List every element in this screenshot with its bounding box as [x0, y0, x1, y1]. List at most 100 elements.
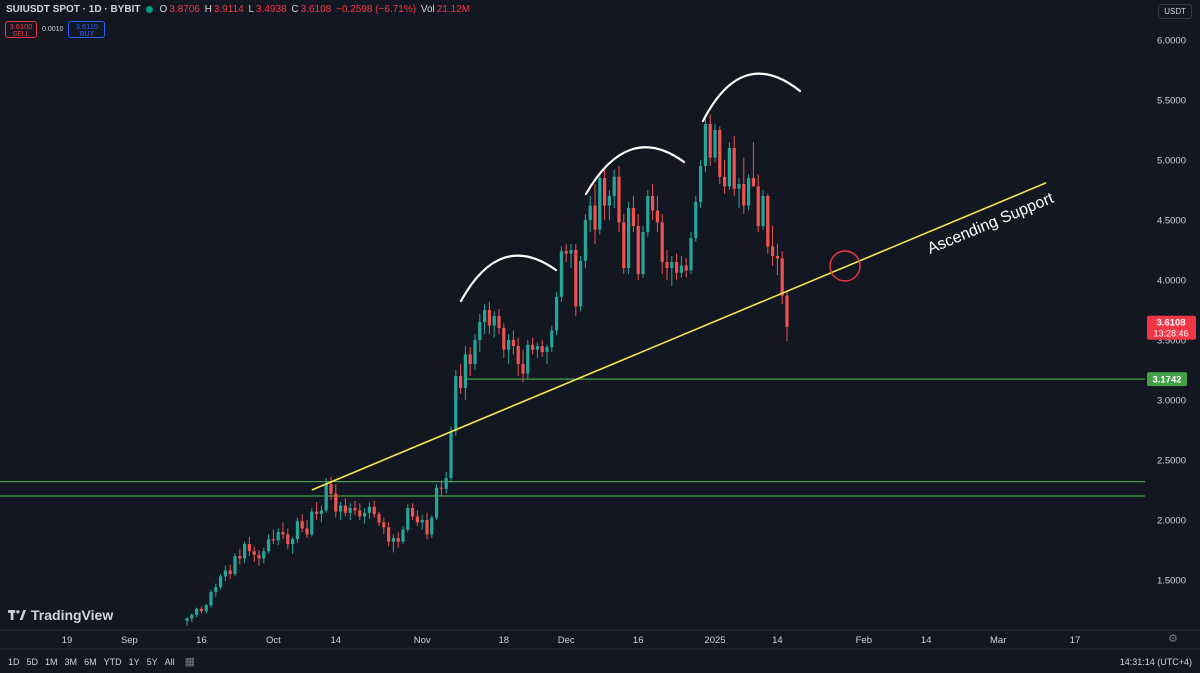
candle-body	[617, 176, 621, 223]
timeframe-5y[interactable]: 5Y	[146, 656, 158, 667]
candle-body	[396, 538, 400, 542]
candle-body	[579, 260, 583, 307]
candle-body	[300, 521, 304, 529]
change-value: −0.2598 (−6.71%)	[336, 4, 417, 15]
candle-body	[281, 532, 285, 535]
sell-button[interactable]: 3.6100 SELL	[5, 21, 37, 38]
x-tick-label: 14	[331, 635, 342, 646]
candle-body	[483, 310, 487, 322]
candle-body	[291, 539, 295, 544]
x-tick-label: Mar	[990, 635, 1006, 646]
candle-body	[713, 130, 717, 158]
timeframe-3m[interactable]: 3M	[64, 656, 78, 667]
candle-body	[603, 178, 607, 206]
timeframe-1m[interactable]: 1M	[45, 656, 58, 667]
timeframe-bar: 1D 5D 1M 3M 6M YTD 1Y 5Y All	[8, 657, 175, 667]
candle-body	[583, 220, 587, 261]
candle-body	[775, 256, 779, 259]
candle-body	[559, 251, 563, 297]
candle-body	[473, 340, 477, 364]
last-price-tag	[1147, 315, 1196, 340]
candle-body	[209, 592, 213, 606]
ascending-support-line	[311, 182, 1047, 491]
y-tick-label: 5.5000	[1157, 96, 1186, 107]
candle-body	[478, 322, 482, 340]
candle-body	[646, 196, 650, 232]
x-tick-label: 14	[921, 635, 932, 646]
buy-label: BUY	[79, 31, 95, 38]
spread-value: 0.0010	[42, 26, 64, 33]
candle-body	[228, 570, 232, 574]
candle-body	[459, 376, 463, 388]
support-price-tag	[1147, 372, 1187, 387]
clock[interactable]: 14:31:14 (UTC+4)	[1119, 657, 1192, 667]
candle-body	[219, 576, 223, 588]
candles-group	[185, 114, 789, 626]
candle-body	[406, 508, 410, 530]
candle-body	[665, 262, 669, 268]
candle-body	[363, 512, 367, 517]
candle-body	[286, 534, 290, 544]
x-tick-label: 17	[1070, 635, 1081, 646]
breakdown-circle	[829, 250, 861, 282]
y-tick-label: 1.5000	[1157, 576, 1186, 587]
candle-body	[703, 124, 707, 166]
candle-body	[334, 493, 338, 512]
candle-body	[257, 554, 261, 559]
y-tick-label: 3.0000	[1157, 396, 1186, 407]
tradingview-logo-icon	[8, 609, 26, 620]
candle-body	[454, 376, 458, 432]
timeframe-all[interactable]: All	[164, 656, 175, 667]
timeframe-6m[interactable]: 6M	[84, 656, 97, 667]
candle-body	[785, 295, 789, 327]
candle-body	[761, 196, 765, 226]
y-tick-label: 6.0000	[1157, 36, 1186, 47]
candle-body	[574, 250, 578, 307]
market-status-icon	[146, 6, 154, 13]
x-tick-label: 19	[62, 635, 73, 646]
top-arc-annotation	[701, 72, 802, 123]
y-tick-label: 3.5000	[1157, 336, 1186, 347]
candle-body	[732, 148, 736, 189]
candle-body	[492, 316, 496, 326]
candle-body	[598, 178, 602, 230]
candle-body	[727, 148, 731, 187]
currency-selector[interactable]: USDT	[1158, 4, 1192, 19]
candle-body	[540, 346, 544, 352]
settings-icon[interactable]: ⚙	[1168, 633, 1178, 645]
candle-body	[468, 354, 472, 364]
candle-body	[516, 346, 520, 364]
timeframe-ytd[interactable]: YTD	[103, 656, 122, 667]
candle-body	[372, 506, 376, 514]
tradingview-logo: TradingView	[8, 607, 113, 623]
symbol-header: SUIUSDT SPOT · 1D · BYBIT O 3.8706 H 3.911…	[6, 4, 472, 15]
ohlc-readout: O 3.8706 H 3.9114 L 3.4938 C 3.6108 −0.2598 …	[159, 4, 472, 15]
timeframe-1d[interactable]: 1D	[8, 656, 20, 667]
candle-body	[545, 347, 549, 352]
bar-countdown: 13:28:46	[1153, 329, 1188, 339]
candle-body	[247, 544, 251, 552]
candle-body	[526, 344, 530, 374]
candle-body	[329, 484, 333, 494]
close-value: 3.6108	[300, 4, 332, 15]
x-tick-label: 18	[499, 635, 510, 646]
symbol-name[interactable]: SUIUSDT SPOT · 1D · BYBIT	[6, 4, 141, 15]
y-tick-label: 2.5000	[1157, 456, 1186, 467]
candle-body	[367, 506, 371, 513]
timeframe-5d[interactable]: 5D	[26, 656, 39, 667]
candle-body	[463, 354, 467, 388]
buy-button[interactable]: 3.6110 BUY	[68, 21, 106, 38]
candle-body	[631, 208, 635, 226]
candle-body	[353, 508, 357, 511]
candle-body	[660, 222, 664, 262]
date-range-icon[interactable]: ▦	[184, 656, 196, 668]
candle-body	[641, 232, 645, 274]
candle-body	[747, 178, 751, 206]
candle-body	[295, 521, 299, 540]
candle-body	[742, 184, 746, 206]
timeframe-1y[interactable]: 1Y	[128, 656, 140, 667]
candle-body	[751, 178, 755, 187]
candle-body	[622, 222, 626, 268]
